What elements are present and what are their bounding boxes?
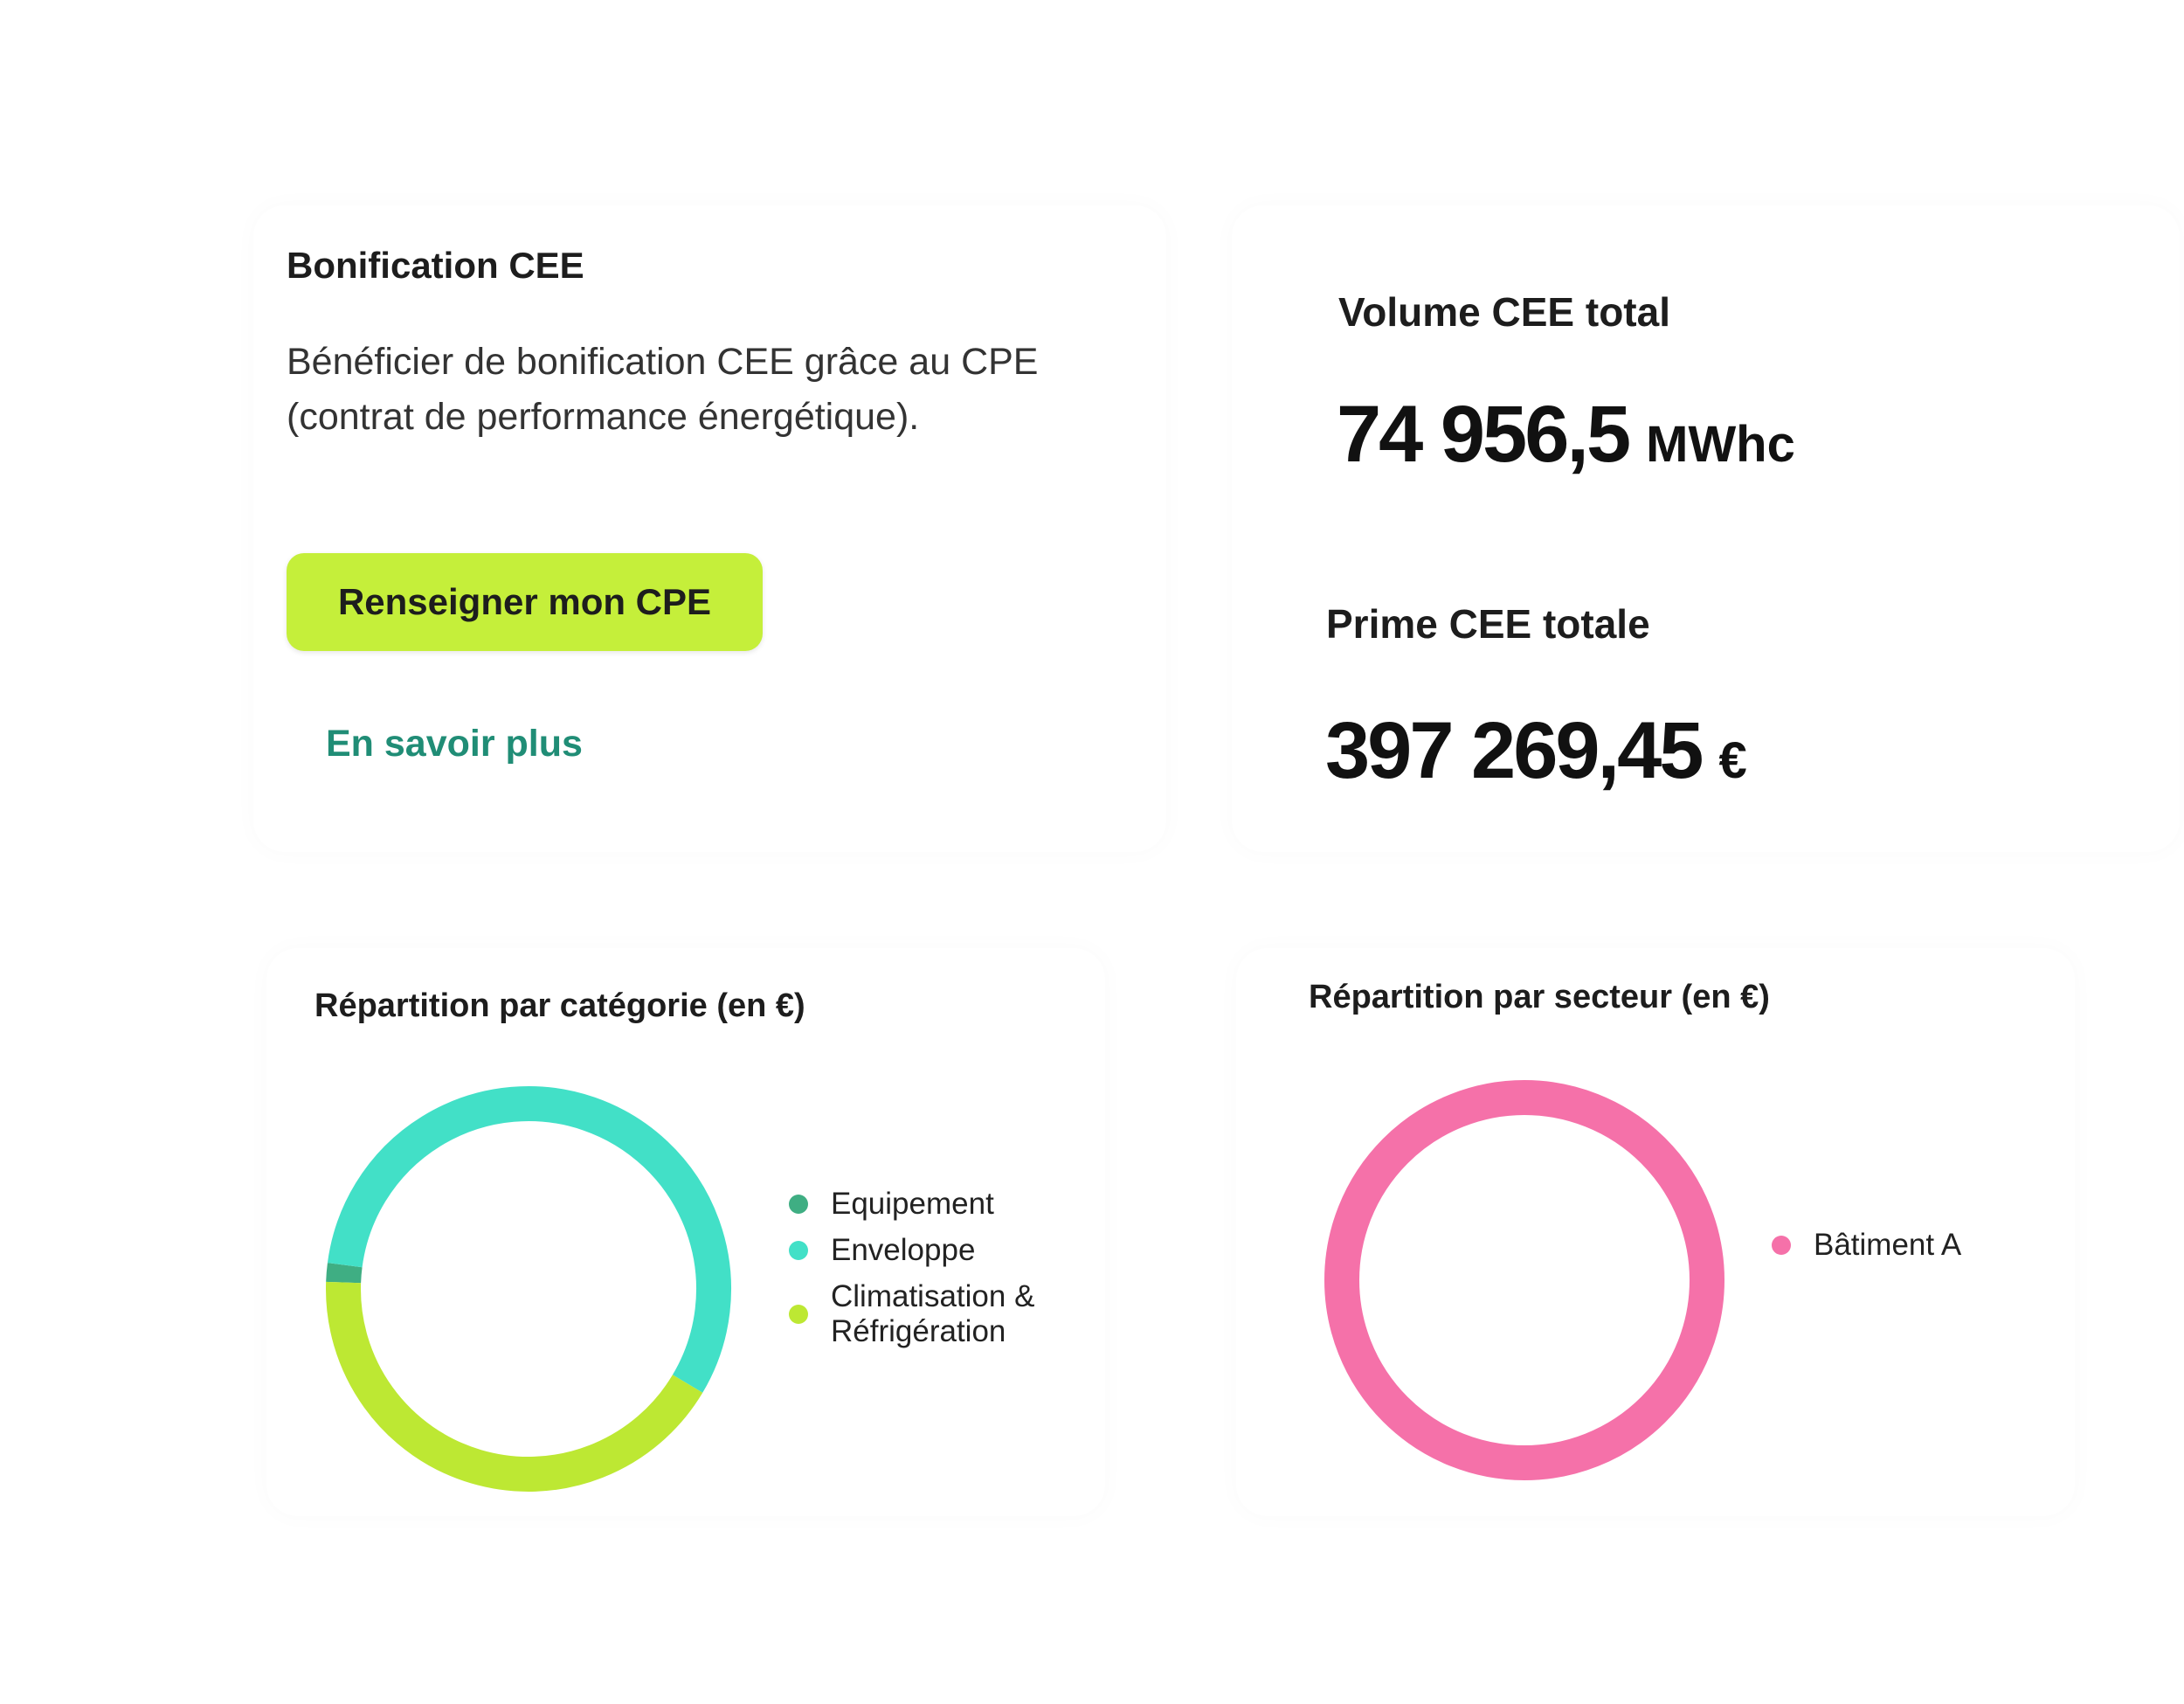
- sector-chart-title: Répartition par secteur (en €): [1309, 979, 1770, 1015]
- legend-item-batiment-a: Bâtiment A: [1772, 1228, 1961, 1263]
- legend-label: Bâtiment A: [1814, 1228, 1962, 1262]
- bonification-description: Bénéficier de bonification CEE grâce au …: [287, 341, 1039, 438]
- category-chart-card: Répartition par catégorie (en €) Equipem…: [266, 948, 1105, 1516]
- prime-unit: €: [1718, 732, 1747, 789]
- bonification-title: Bonification CEE: [287, 245, 584, 286]
- renseigner-cpe-button[interactable]: Renseigner mon CPE: [287, 553, 763, 651]
- slice-enveloppe: [327, 1086, 731, 1393]
- category-donut-chart: [326, 1086, 731, 1492]
- slice-equipement: [326, 1263, 363, 1284]
- legend-item-climatisation-refrigeration: Climatisation & Réfrigération: [789, 1279, 1034, 1349]
- legend-label: Enveloppe: [831, 1233, 976, 1267]
- legend-dot-icon: [789, 1305, 808, 1324]
- prime-value-row: 397 269,45 €: [1325, 705, 1747, 797]
- category-chart-title: Répartition par catégorie (en €): [314, 987, 805, 1024]
- prime-value: 397 269,45: [1325, 706, 1704, 795]
- slice-batiment-a: [1324, 1080, 1724, 1480]
- prime-label: Prime CEE totale: [1326, 601, 1650, 647]
- legend-label: Equipement: [831, 1187, 994, 1221]
- bonification-card: Bonification CEE Bénéficier de bonificat…: [253, 205, 1166, 852]
- legend-item-enveloppe: Enveloppe: [789, 1233, 1034, 1268]
- legend-dot-icon: [1772, 1236, 1791, 1255]
- totals-card: Volume CEE total 74 956,5 MWhc Prime CEE …: [1232, 205, 2180, 852]
- learn-more-link[interactable]: En savoir plus: [326, 723, 583, 765]
- volume-unit: MWhc: [1646, 416, 1795, 473]
- legend-dot-icon: [789, 1195, 808, 1214]
- category-legend: Equipement Enveloppe Climatisation & Réfri…: [789, 1187, 1034, 1361]
- slice-climatisation-refrigeration: [326, 1281, 703, 1492]
- volume-label: Volume CEE total: [1338, 289, 1670, 335]
- legend-label: Climatisation & Réfrigération: [831, 1279, 1035, 1348]
- volume-value-row: 74 956,5 MWhc: [1337, 389, 1795, 481]
- sector-donut-chart: [1324, 1080, 1724, 1480]
- legend-item-equipement: Equipement: [789, 1187, 1034, 1222]
- sector-chart-card: Répartition par secteur (en €) Bâtiment …: [1236, 948, 2075, 1516]
- volume-value: 74 956,5: [1337, 390, 1631, 479]
- sector-legend: Bâtiment A: [1772, 1228, 1961, 1274]
- legend-dot-icon: [789, 1241, 808, 1260]
